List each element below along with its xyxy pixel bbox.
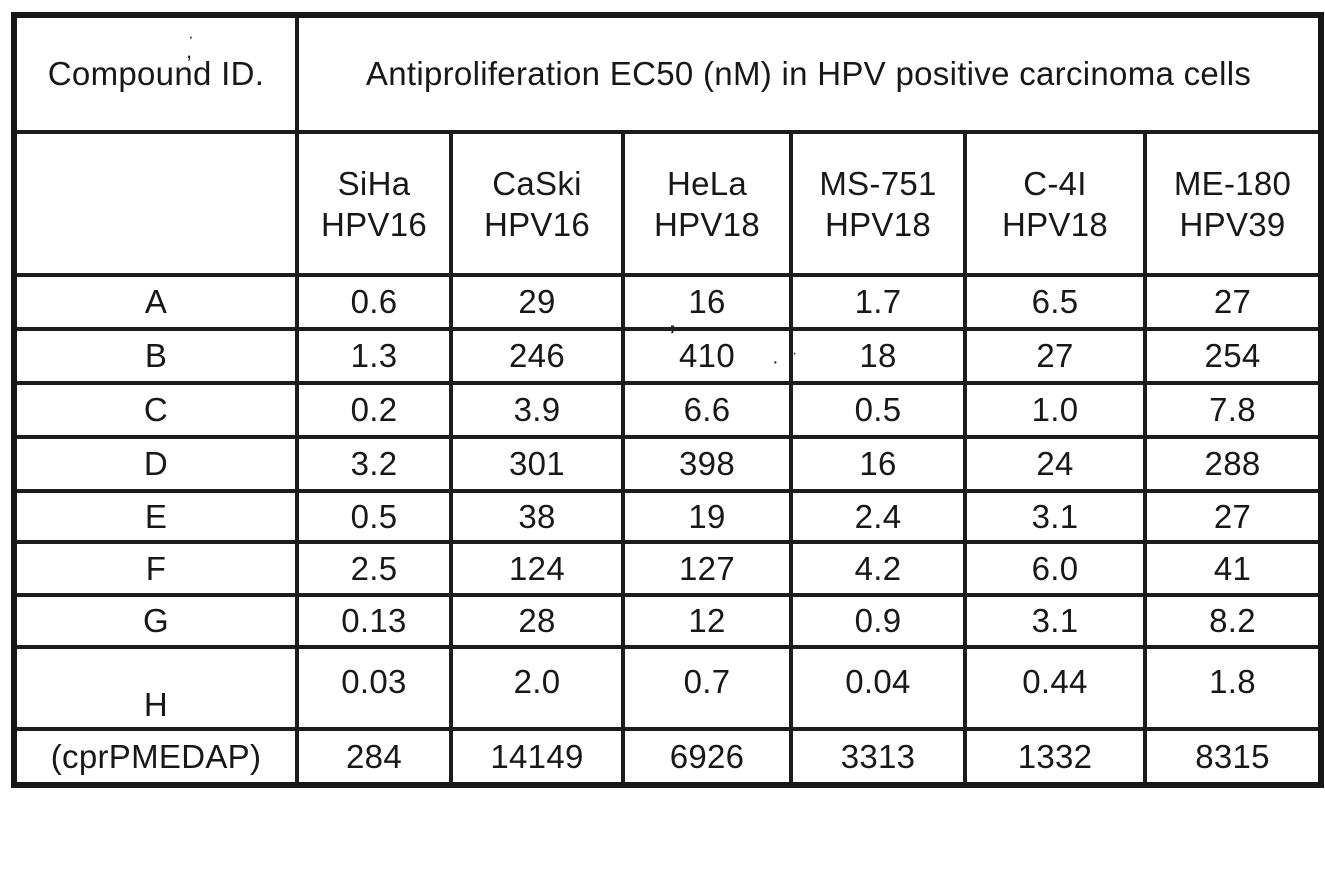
value-cell: 24	[963, 435, 1147, 493]
value-cell: 8.2	[1142, 593, 1324, 649]
value-cell: 0.7	[621, 645, 793, 731]
compound-id: (cprPMEDAP)	[12, 727, 299, 787]
value-cell: 0.5	[789, 381, 967, 439]
value-cell: 124	[449, 540, 625, 597]
table-row-c: C 0.2 3.9 6.6 0.5 1.0 7.8	[12, 381, 1324, 439]
column-header-hela: HeLa HPV18	[621, 130, 793, 277]
hpv-type: HPV18	[824, 205, 932, 243]
value-cell: 0.9	[789, 593, 967, 649]
value-cell: 18	[789, 327, 967, 385]
empty-header-cell	[12, 130, 299, 277]
value-cell: 29	[449, 273, 625, 331]
value-cell: 27	[1142, 273, 1324, 331]
compound-id: F	[12, 540, 299, 597]
value-cell: 16	[621, 273, 793, 331]
value-cell: 16	[789, 435, 967, 493]
table-row-g: G 0.13 28 12 0.9 3.1 8.2	[12, 593, 1324, 649]
value-cell: 14149	[449, 727, 625, 787]
compound-id: G	[12, 593, 299, 649]
value-cell: 41	[1142, 540, 1324, 597]
value-cell: 301	[449, 435, 625, 493]
column-header-siha: SiHa HPV16	[295, 130, 453, 277]
compound-id: D	[12, 435, 299, 493]
table-row-h: H 0.03 2.0 0.7 0.04 0.44 1.8	[12, 645, 1324, 731]
hpv-type: HPV16	[483, 205, 591, 243]
value-cell: 27	[1142, 489, 1324, 544]
value-cell: 3.1	[963, 593, 1147, 649]
hpv-type: HPV16	[320, 205, 428, 243]
value-cell: 254	[1142, 327, 1324, 385]
cell-line-name: SiHa	[337, 164, 411, 202]
header-row-title: Compound ID. Antiproliferation EC50 (nM)…	[12, 13, 1324, 134]
value-cell: 246	[449, 327, 625, 385]
value-cell: 1332	[963, 727, 1147, 787]
hpv-type: HPV18	[653, 205, 761, 243]
compound-id: B	[12, 327, 299, 385]
compound-id: A	[12, 273, 299, 331]
value-cell: 0.6	[295, 273, 453, 331]
table-row-cprpmedap: (cprPMEDAP) 284 14149 6926 3313 1332 831…	[12, 727, 1324, 787]
table-row-e: E 0.5 38 19 2.4 3.1 27	[12, 489, 1324, 544]
corner-label: Compound ID.	[12, 13, 299, 134]
column-header-c4i: C-4I HPV18	[963, 130, 1147, 277]
header-row-cell-lines: SiHa HPV16 CaSki HPV16 HeLa HPV18 MS-751…	[12, 130, 1324, 277]
cell-line-name: MS-751	[819, 164, 937, 202]
value-cell: 0.44	[963, 645, 1147, 731]
value-cell: 127	[621, 540, 793, 597]
hpv-type: HPV39	[1179, 205, 1286, 243]
value-cell: 1.3	[295, 327, 453, 385]
value-cell: 28	[449, 593, 625, 649]
cell-line-name: C-4I	[1023, 164, 1087, 202]
cell-line-name: ME-180	[1173, 164, 1292, 202]
table-title: Antiproliferation EC50 (nM) in HPV posit…	[294, 13, 1324, 134]
column-header-caski: CaSki HPV16	[449, 130, 625, 277]
value-cell: 12	[621, 593, 793, 649]
value-cell: 1.0	[963, 381, 1147, 439]
value-cell: 410	[621, 327, 793, 385]
value-cell: 0.5	[295, 489, 453, 544]
value-cell: 4.2	[789, 540, 967, 597]
cell-line-name: HeLa	[666, 164, 748, 202]
table-row-b: B 1.3 246 410 18 27 254	[12, 327, 1324, 385]
value-cell: 7.8	[1142, 381, 1324, 439]
hpv-type: HPV18	[1001, 205, 1109, 243]
value-cell: 2.0	[449, 645, 625, 731]
value-cell: 0.2	[295, 381, 453, 439]
cell-line-name: CaSki	[492, 164, 582, 202]
compound-id: H	[12, 645, 299, 731]
compound-id: E	[12, 489, 299, 544]
value-cell: 2.4	[789, 489, 967, 544]
value-cell: 3.2	[295, 435, 453, 493]
table-row-d: D 3.2 301 398 16 24 288	[12, 435, 1324, 493]
value-cell: 6.6	[621, 381, 793, 439]
value-cell: 3.1	[963, 489, 1147, 544]
value-cell: 2.5	[295, 540, 453, 597]
value-cell: 6.5	[963, 273, 1147, 331]
value-cell: 0.04	[789, 645, 967, 731]
column-header-ms751: MS-751 HPV18	[789, 130, 967, 277]
value-cell: 19	[621, 489, 793, 544]
value-cell: 288	[1142, 435, 1324, 493]
value-cell: 6.0	[963, 540, 1147, 597]
column-header-me180: ME-180 HPV39	[1142, 130, 1324, 277]
value-cell: 27	[963, 327, 1147, 385]
value-cell: 8315	[1142, 727, 1324, 787]
value-cell: 38	[449, 489, 625, 544]
value-cell: 1.7	[789, 273, 967, 331]
value-cell: 1.8	[1142, 645, 1324, 731]
value-cell: 3313	[789, 727, 967, 787]
value-cell: 6926	[621, 727, 793, 787]
value-cell: 0.03	[295, 645, 453, 731]
value-cell: 3.9	[449, 381, 625, 439]
table-row-f: F 2.5 124 127 4.2 6.0 41	[12, 540, 1324, 597]
table-row-a: A 0.6 29 16 1.7 6.5 27	[12, 273, 1324, 331]
ec50-data-table: Compound ID. Antiproliferation EC50 (nM)…	[11, 12, 1325, 788]
value-cell: 284	[295, 727, 453, 787]
value-cell: 398	[621, 435, 793, 493]
value-cell: 0.13	[295, 593, 453, 649]
compound-id: C	[12, 381, 299, 439]
